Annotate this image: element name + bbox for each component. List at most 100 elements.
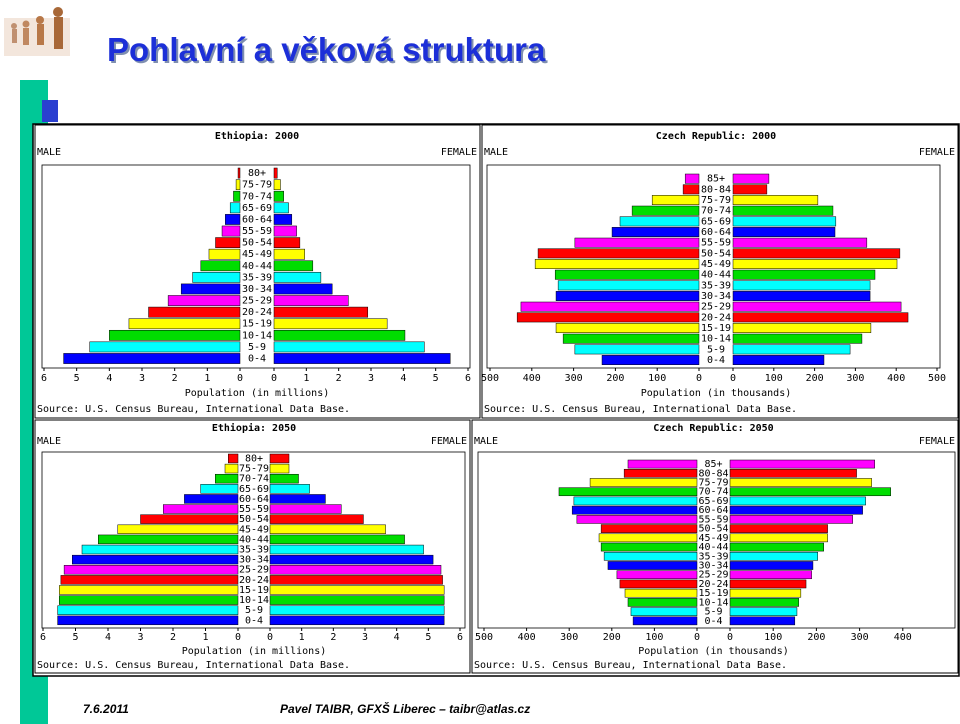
female-bar [729, 478, 872, 487]
male-bar [163, 504, 239, 514]
age-label: 40-44 [239, 534, 269, 545]
age-label: 75-79 [701, 195, 731, 206]
age-label: 65-69 [239, 484, 269, 495]
age-label: 55-59 [242, 226, 272, 237]
female-bar [732, 291, 871, 301]
x-tick-label: 400 [523, 373, 541, 384]
age-label: 15-19 [701, 323, 731, 334]
male-bar [167, 295, 241, 306]
female-bar [269, 504, 342, 514]
male-bar [600, 524, 698, 533]
age-label: 5-9 [248, 342, 266, 353]
male-bar [148, 306, 241, 318]
x-tick-label: 2 [170, 632, 176, 643]
age-label: 5-9 [245, 605, 263, 616]
logo-figures [4, 7, 70, 56]
male-bar [200, 260, 241, 272]
x-tick-label: 5 [425, 632, 431, 643]
source-note: Source: U.S. Census Bureau, Internationa… [37, 404, 350, 415]
male-bar [109, 329, 241, 341]
x-tick-label: 5 [72, 632, 78, 643]
age-label: 20-24 [698, 579, 728, 590]
female-bar [269, 575, 443, 585]
x-tick-label: 500 [475, 632, 493, 643]
male-bar [516, 312, 700, 323]
x-tick-label: 3 [139, 373, 145, 384]
age-label: 80+ [245, 453, 263, 464]
male-bar [128, 318, 241, 330]
age-label: 25-29 [242, 296, 272, 307]
female-bar [269, 585, 445, 595]
age-label: 30-34 [701, 291, 731, 302]
male-bar [200, 484, 239, 494]
male-bar [180, 283, 241, 295]
x-tick-label: 0 [727, 632, 733, 643]
x-axis-label: Population (in thousands) [641, 388, 792, 399]
age-label: 45-49 [239, 524, 269, 535]
age-label: 55-59 [701, 238, 731, 249]
female-bar [732, 269, 876, 280]
age-label: 50-54 [239, 514, 269, 525]
male-bar [221, 225, 241, 237]
female-bar [729, 496, 866, 506]
female-bar [729, 551, 818, 561]
female-bar [273, 318, 388, 330]
x-tick-label: 300 [851, 632, 869, 643]
male-bar [619, 579, 698, 589]
x-tick-label: 4 [106, 373, 112, 384]
chart-title: Czech Republic: 2000 [656, 130, 776, 142]
female-bar [732, 259, 898, 269]
age-label: 0-4 [707, 355, 725, 366]
female-bar [732, 280, 871, 291]
female-bar [273, 283, 333, 295]
age-label: 30-34 [239, 555, 269, 566]
female-bar [273, 214, 293, 225]
male-bar [600, 542, 698, 552]
source-note: Source: U.S. Census Bureau, Internationa… [484, 404, 797, 415]
male-bar [81, 544, 239, 555]
age-label: 35-39 [242, 272, 272, 283]
female-bar [269, 554, 434, 565]
female-bar [732, 216, 837, 227]
x-tick-label: 200 [807, 632, 825, 643]
female-bar [269, 484, 310, 494]
male-bar [682, 184, 700, 195]
age-label: 15-19 [698, 588, 728, 599]
female-bar [273, 306, 369, 318]
male-bar [225, 214, 241, 225]
female-bar [732, 248, 901, 259]
male-bar [72, 554, 239, 565]
male-bar [651, 195, 700, 205]
male-bar [233, 190, 241, 202]
male-bar [192, 272, 241, 283]
chart-title: Ethiopia: 2000 [215, 130, 299, 142]
female-bar [732, 344, 851, 355]
source-note: Source: U.S. Census Bureau, Internationa… [474, 660, 787, 671]
x-tick-label: 0 [696, 373, 702, 384]
male-bar [632, 616, 698, 626]
age-label: 80-84 [698, 468, 728, 479]
x-tick-label: 3 [362, 632, 368, 643]
side-square [42, 100, 58, 122]
x-tick-label: 500 [928, 373, 946, 384]
chart-title: Ethiopia: 2050 [212, 422, 296, 434]
male-bar [57, 605, 239, 615]
female-bar [269, 494, 326, 504]
age-label: 60-64 [698, 505, 728, 516]
x-tick-label: 1 [204, 373, 210, 384]
x-tick-label: 6 [41, 373, 47, 384]
female-bar [732, 237, 868, 248]
male-bar [555, 291, 700, 301]
male-bar [589, 478, 698, 487]
female-bar [273, 190, 284, 202]
x-tick-label: 6 [40, 632, 46, 643]
x-tick-label: 100 [648, 373, 666, 384]
age-label: 50-54 [242, 238, 272, 249]
age-label: 25-29 [239, 565, 269, 576]
male-bar [630, 607, 698, 616]
x-tick-label: 1 [202, 632, 208, 643]
age-label: 30-34 [242, 284, 272, 295]
female-bar [273, 167, 278, 179]
age-label: 80+ [248, 168, 266, 179]
